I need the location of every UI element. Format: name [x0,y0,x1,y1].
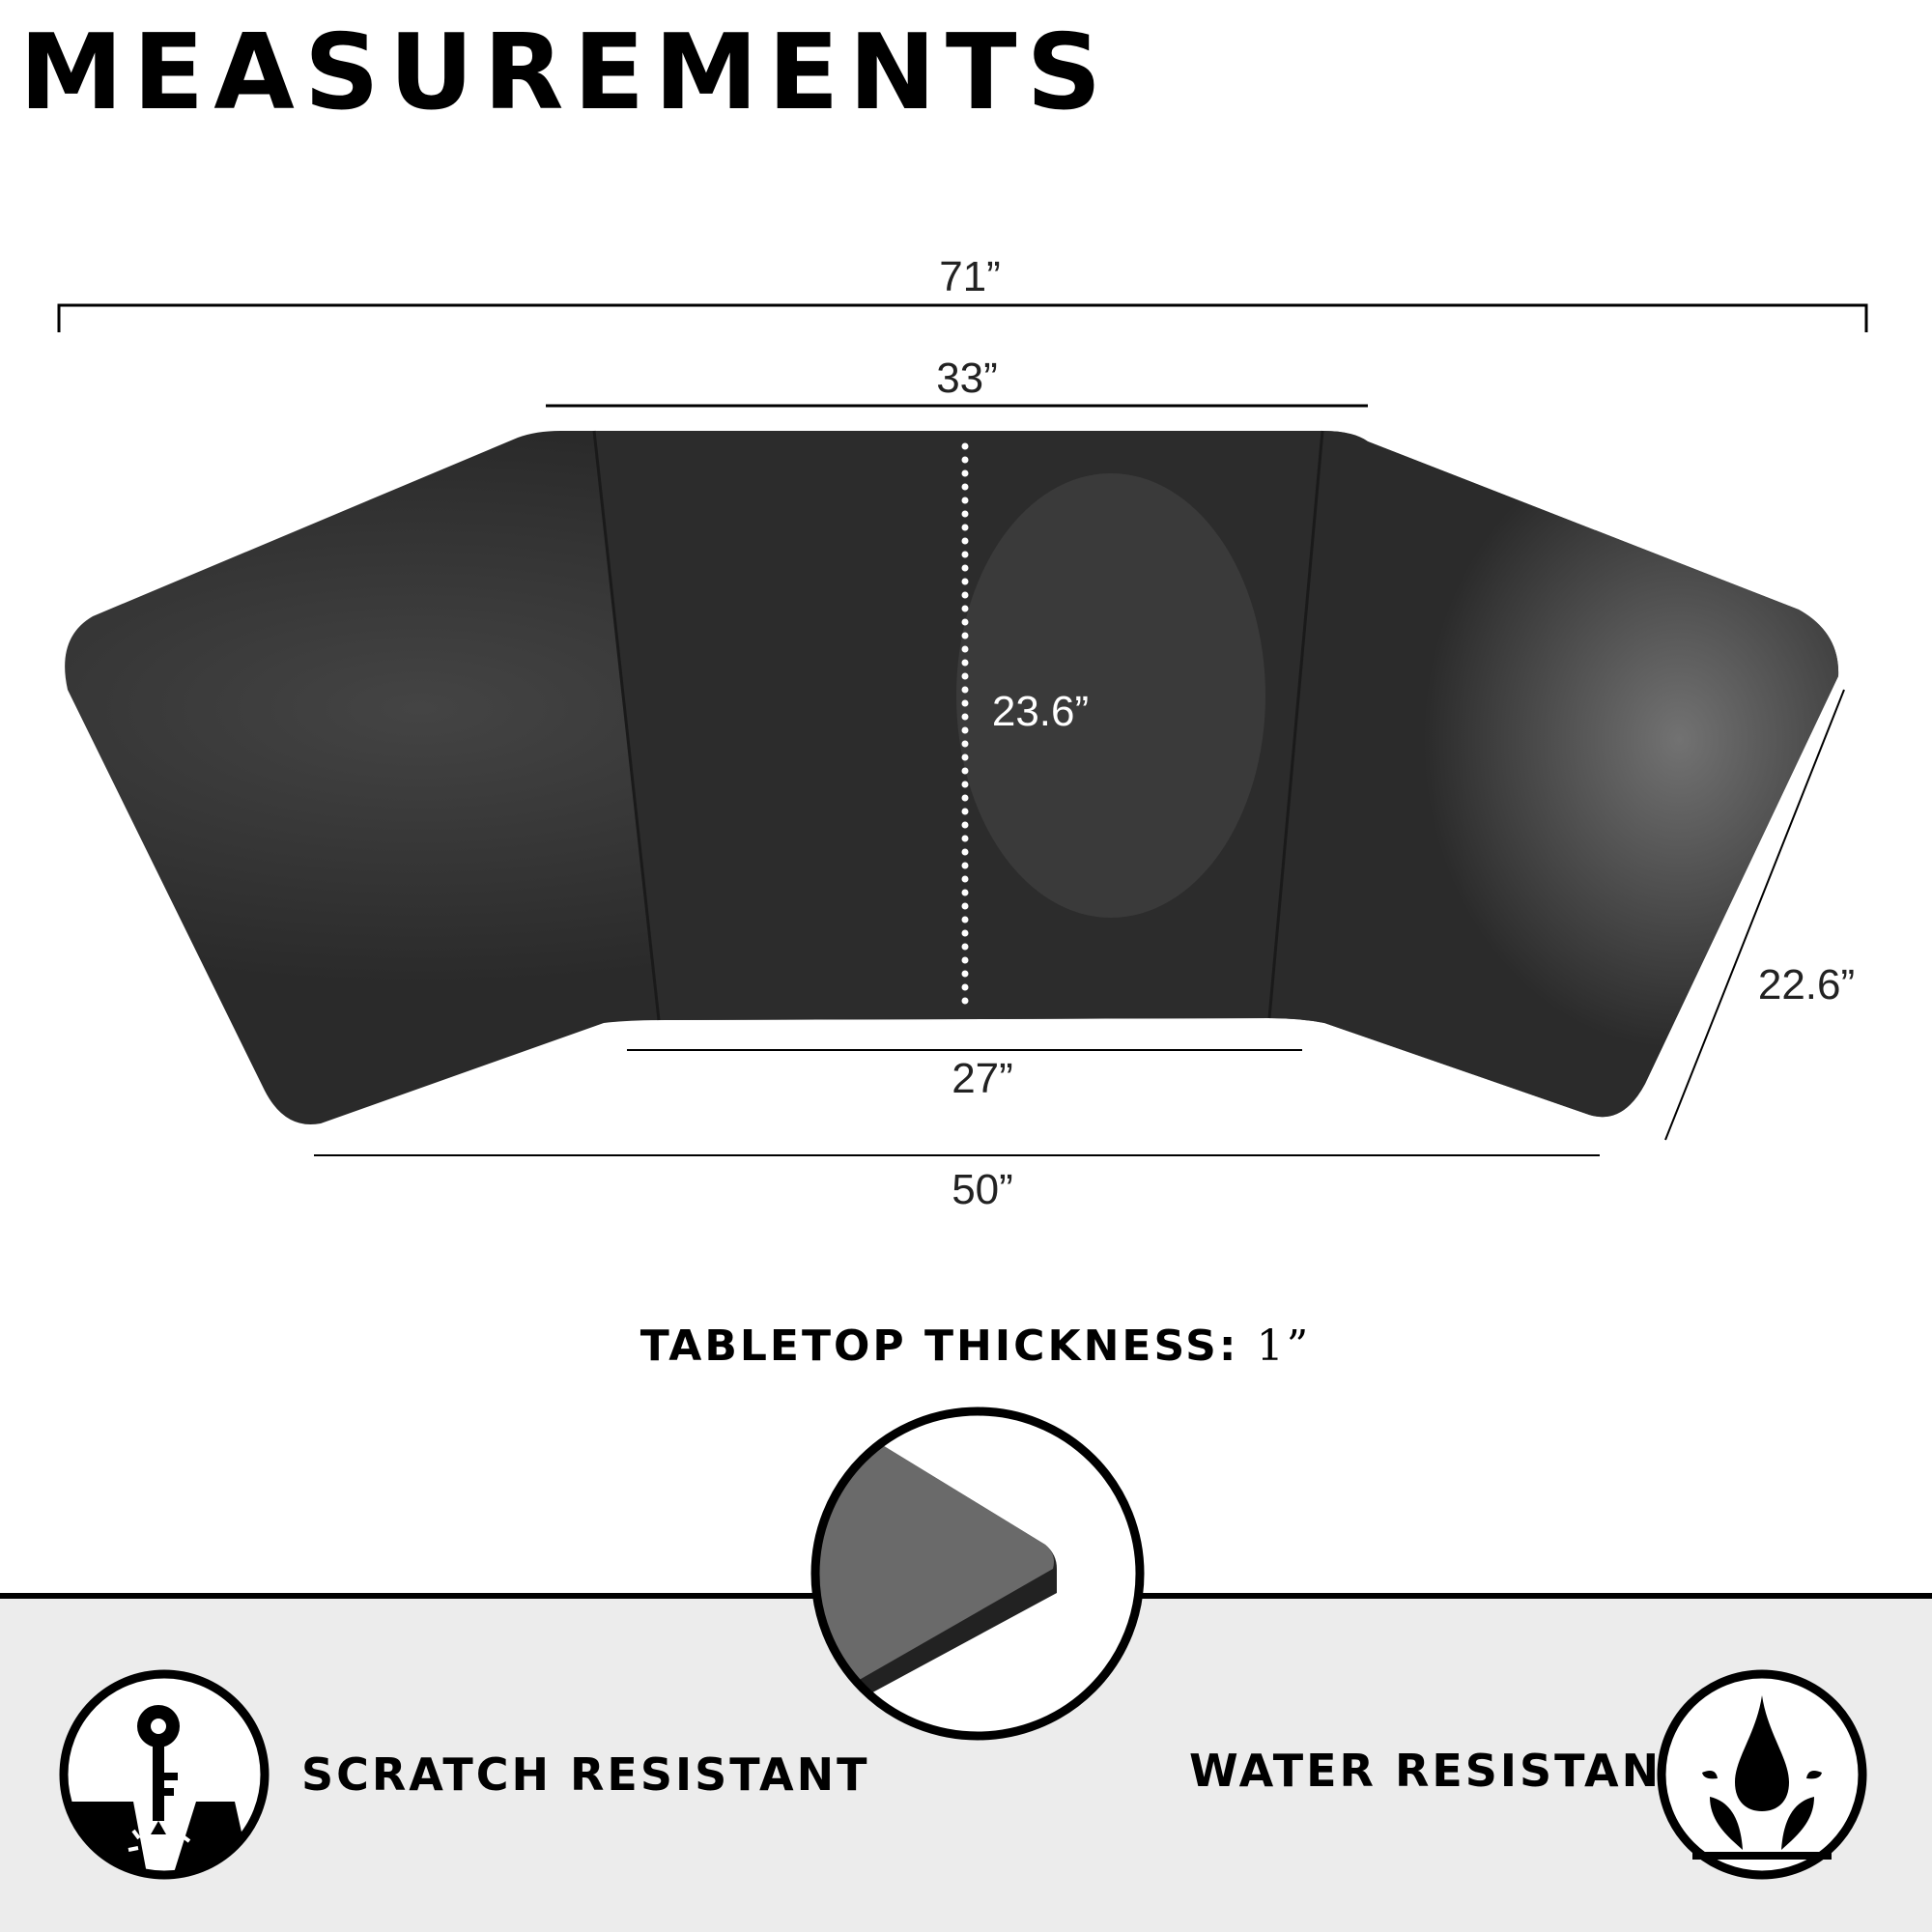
dimension-label-71: 71” [939,253,1001,300]
page-title: MEASUREMENTS [19,13,1112,133]
dimension-label-23-6: 23.6” [991,688,1090,735]
thickness-value: 1” [1256,1321,1312,1371]
desk-seam-right [1267,430,1324,1019]
desk-seam-left [592,430,661,1021]
desk-center-panel [594,431,1322,1020]
thickness-text: TABLETOP THICKNESS: 1” [541,1318,1410,1376]
dimension-line-71 [57,303,1868,332]
dimension-line-22-6 [1664,689,1845,1141]
key-scratch-icon [59,1669,270,1880]
feature-label-water: WATER RESISTANT [1189,1745,1695,1797]
dimension-label-27: 27” [952,1055,1013,1102]
desk-sheen [956,473,1265,918]
feature-label-scratch: SCRATCH RESISTANT [301,1748,870,1801]
thickness-closeup [810,1406,1145,1741]
thickness-label: TABLETOP THICKNESS: [639,1321,1239,1371]
dimension-label-50: 50” [952,1166,1013,1213]
dimension-label-33: 33” [936,355,998,402]
dimension-label-22-6: 22.6” [1757,961,1856,1009]
desk-right-wing [1269,431,1839,1118]
water-drop-icon [1657,1669,1867,1880]
desk-diagram [57,303,1868,1156]
